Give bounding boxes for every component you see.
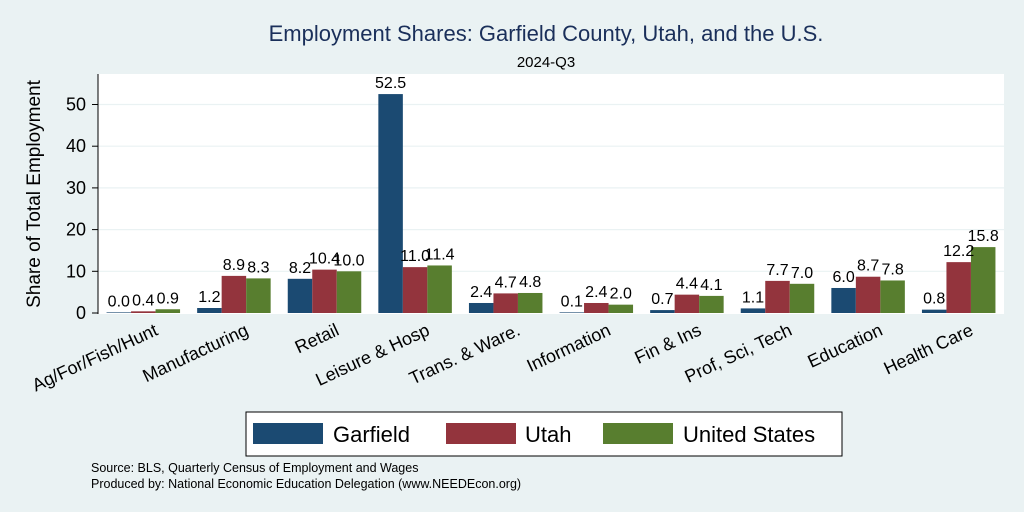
legend-swatch <box>253 423 323 444</box>
bar <box>517 292 543 313</box>
bar <box>855 276 881 313</box>
x-category-label: Health Care <box>881 320 977 379</box>
data-label: 7.8 <box>881 261 903 278</box>
legend-box <box>245 411 843 457</box>
data-label: 4.4 <box>676 276 698 293</box>
bar <box>765 280 790 313</box>
bar <box>699 295 724 313</box>
data-label: 4.8 <box>519 274 541 291</box>
data-label: 2.4 <box>470 284 492 301</box>
produced-note: Produced by: National Economic Education… <box>91 477 521 491</box>
data-label: 8.7 <box>857 258 879 275</box>
legend-label: Utah <box>525 422 571 447</box>
data-label: 0.0 <box>108 293 130 310</box>
bar <box>131 311 156 313</box>
y-tick-label: 30 <box>66 178 86 198</box>
bar <box>584 302 609 313</box>
data-label: 15.8 <box>968 228 999 245</box>
legend-label: United States <box>683 422 815 447</box>
data-label: 0.4 <box>132 292 154 309</box>
data-label: 2.0 <box>610 286 632 303</box>
data-label: 0.7 <box>651 291 673 308</box>
data-label: 10.4 <box>309 251 340 268</box>
x-category-label: Education <box>804 320 885 372</box>
bar <box>559 312 585 313</box>
bar <box>608 304 634 313</box>
bar <box>468 302 494 313</box>
y-ticks: 0 10 20 30 40 50 <box>66 95 98 323</box>
legend-swatch <box>446 423 516 444</box>
bar <box>493 293 518 313</box>
data-label: 1.2 <box>198 289 220 306</box>
bar <box>287 278 313 313</box>
y-tick-label: 40 <box>66 136 86 156</box>
y-tick-label: 50 <box>66 95 86 115</box>
data-label: 2.4 <box>585 284 607 301</box>
data-label: 8.9 <box>223 257 245 274</box>
bar <box>789 283 815 313</box>
bar <box>650 310 675 313</box>
bar <box>336 271 362 313</box>
data-label: 4.1 <box>700 277 722 294</box>
bar <box>921 309 947 313</box>
data-label: 1.1 <box>742 289 764 306</box>
data-label: 0.1 <box>561 293 583 310</box>
x-category-label: Retail <box>292 320 342 358</box>
legend: Garfield Utah United States <box>245 411 843 457</box>
bar <box>155 309 181 313</box>
plot-area <box>98 74 1004 314</box>
y-tick-label: 10 <box>66 261 86 281</box>
bar <box>970 247 996 313</box>
data-label: 11.0 <box>400 248 430 265</box>
data-label: 6.0 <box>832 269 854 286</box>
x-category-label: Ag/For/Fish/Hunt <box>29 320 161 396</box>
data-label: 12.2 <box>943 243 974 260</box>
bar <box>246 278 271 313</box>
data-label: 4.7 <box>495 274 517 291</box>
legend-label: Garfield <box>333 422 410 447</box>
data-label: 0.9 <box>157 290 179 307</box>
x-category-label: Fin & Ins <box>631 320 704 368</box>
bar <box>106 312 132 313</box>
chart-subtitle: 2024-Q3 <box>517 54 575 71</box>
data-label: 0.8 <box>923 291 945 308</box>
data-labels: 0.0 0.4 0.9 1.28.9 8.3 8.210.410.0 52.5 11.011.… <box>108 75 999 310</box>
data-label: 8.3 <box>247 259 269 276</box>
gridlines <box>98 103 1004 272</box>
x-category-label: Information <box>524 320 614 376</box>
bar <box>197 308 222 313</box>
data-label: 10.0 <box>333 252 364 269</box>
chart-title: Employment Shares: Garfield County, Utah… <box>269 21 824 46</box>
source-note: Source: BLS, Quarterly Census of Employm… <box>91 461 418 475</box>
data-label: 11.4 <box>425 246 455 263</box>
bars <box>106 94 996 313</box>
bar <box>740 308 766 313</box>
bar <box>946 262 971 313</box>
y-tick-label: 0 <box>76 303 86 323</box>
bar <box>880 280 905 313</box>
bar <box>402 267 428 313</box>
bar <box>312 269 337 313</box>
data-label: 52.5 <box>375 75 406 92</box>
bar <box>378 94 403 313</box>
bar <box>427 265 452 313</box>
bar <box>831 287 856 313</box>
bar <box>221 275 247 313</box>
data-label: 7.7 <box>766 262 788 279</box>
data-label: 8.2 <box>289 260 311 277</box>
data-label: 7.0 <box>791 265 813 282</box>
y-axis-title: Share of Total Employment <box>24 79 45 307</box>
y-tick-label: 20 <box>66 220 86 240</box>
legend-swatch <box>603 423 673 444</box>
bar <box>674 294 700 313</box>
